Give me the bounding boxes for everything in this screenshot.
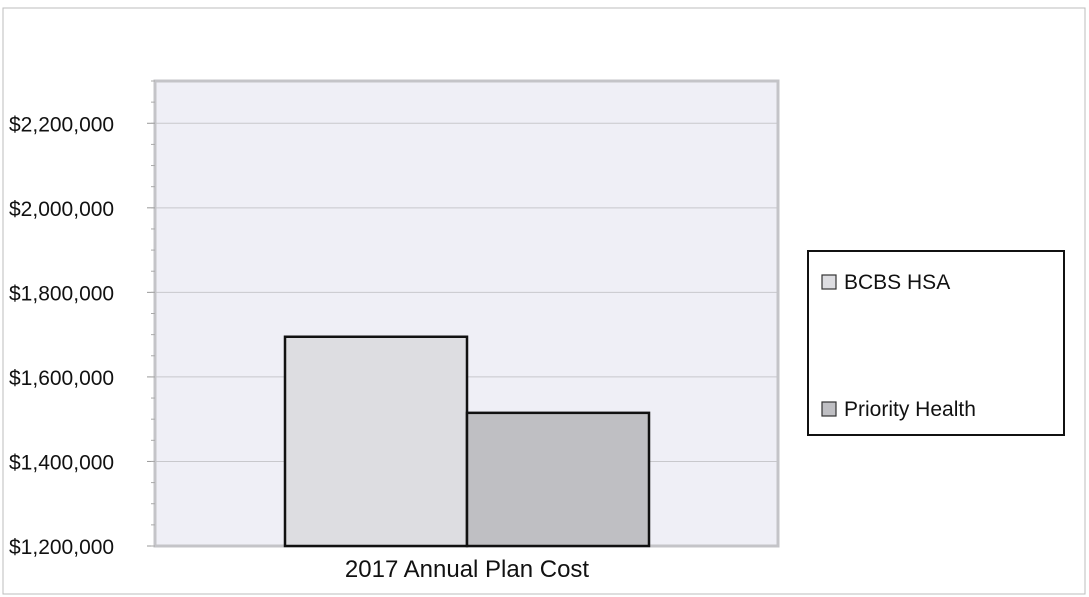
y-tick-label: $1,600,000 bbox=[9, 367, 114, 390]
legend-swatch bbox=[821, 401, 837, 417]
y-tick-label: $1,400,000 bbox=[9, 451, 114, 474]
bar-bcbs-hsa bbox=[283, 335, 469, 548]
legend-label: Priority Health bbox=[844, 398, 976, 421]
bars bbox=[283, 335, 651, 548]
y-tick-label: $2,000,000 bbox=[9, 198, 114, 221]
legend-box bbox=[807, 250, 1065, 436]
y-tick-label: $1,800,000 bbox=[9, 282, 114, 305]
legend-swatch bbox=[821, 274, 837, 290]
x-category-label: 2017 Annual Plan Cost bbox=[345, 556, 590, 583]
figure-border bbox=[2, 7, 1086, 595]
y-axis: $1,200,000 $1,400,000 $1,600,000 $1,800,000… bbox=[9, 80, 155, 559]
legend-label: BCBS HSA bbox=[844, 271, 950, 294]
y-tick-label: $1,200,000 bbox=[9, 536, 114, 559]
y-tick-label: $2,200,000 bbox=[9, 113, 114, 136]
legend: BCBS HSA Priority Health bbox=[807, 250, 1065, 436]
x-axis: 2017 Annual Plan Cost bbox=[345, 556, 590, 583]
bar-priority-health bbox=[465, 411, 651, 548]
